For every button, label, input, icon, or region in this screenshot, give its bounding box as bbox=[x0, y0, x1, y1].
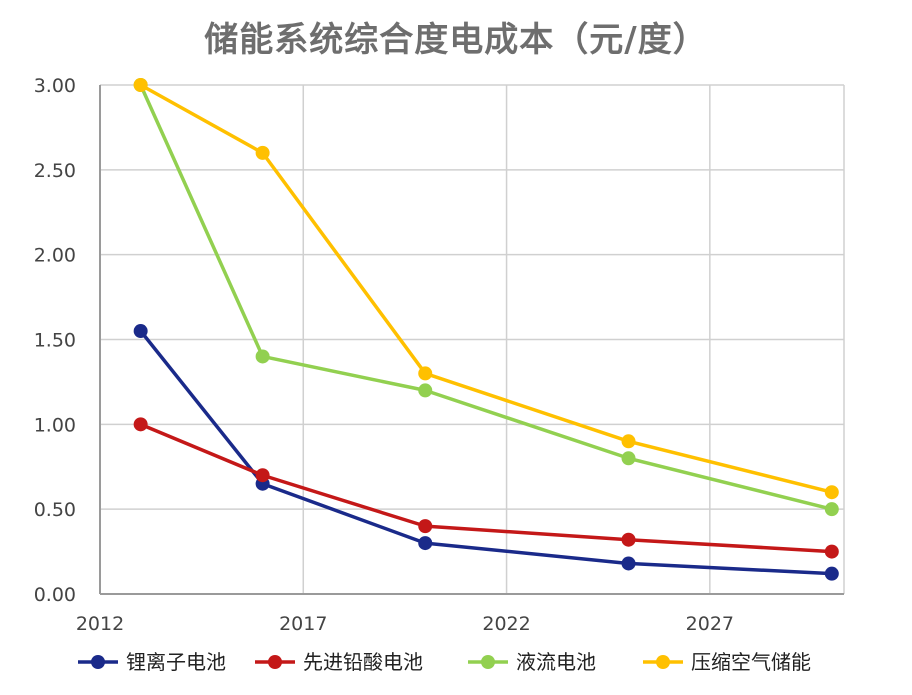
data-point bbox=[255, 349, 270, 364]
data-point bbox=[824, 502, 839, 517]
axes bbox=[99, 85, 844, 595]
legend-label: 压缩空气储能 bbox=[691, 650, 811, 674]
series-line bbox=[139, 329, 832, 576]
data-point bbox=[621, 434, 636, 449]
tick-labels: 0.00 0.50 1.00 1.50 2.00 2.50 3.00 2012 2017 2022… bbox=[34, 75, 734, 635]
chart-title: 储能系统综合度电成本（元/度） bbox=[204, 20, 708, 60]
legend-item: 液流电池 bbox=[468, 650, 596, 674]
y-tick-label: 2.00 bbox=[34, 245, 76, 267]
y-tick-label: 3.00 bbox=[34, 75, 76, 97]
y-tick-label: 0.00 bbox=[34, 584, 76, 606]
data-point bbox=[418, 383, 433, 398]
y-tick-label: 2.50 bbox=[34, 160, 76, 182]
legend-item: 锂离子电池 bbox=[78, 650, 226, 674]
x-tick-label: 2012 bbox=[76, 613, 124, 635]
grid-lines bbox=[100, 84, 845, 594]
data-point bbox=[418, 536, 433, 551]
data-point bbox=[824, 566, 839, 581]
y-tick-label: 1.50 bbox=[34, 330, 76, 352]
legend-marker-swatch bbox=[268, 655, 282, 669]
series-lines bbox=[133, 78, 839, 581]
series-2 bbox=[133, 417, 839, 559]
data-point bbox=[824, 485, 839, 500]
legend-marker-swatch bbox=[481, 655, 495, 669]
data-point bbox=[621, 451, 636, 466]
data-point bbox=[621, 556, 636, 571]
data-point bbox=[418, 366, 433, 381]
legend-label: 先进铅酸电池 bbox=[303, 650, 423, 674]
data-point bbox=[621, 532, 636, 547]
data-point bbox=[133, 417, 148, 432]
series-line bbox=[139, 84, 833, 511]
y-tick-label: 1.00 bbox=[34, 414, 76, 436]
legend-label: 液流电池 bbox=[516, 650, 596, 674]
x-tick-label: 2022 bbox=[482, 613, 530, 635]
series-line bbox=[139, 422, 832, 554]
data-point bbox=[133, 324, 148, 339]
data-point bbox=[824, 544, 839, 559]
series-1 bbox=[133, 324, 839, 581]
legend-item: 压缩空气储能 bbox=[643, 650, 811, 674]
series-line bbox=[139, 83, 833, 494]
x-tick-label: 2017 bbox=[279, 613, 327, 635]
legend-marker-swatch bbox=[656, 655, 670, 669]
data-point bbox=[255, 145, 270, 160]
x-tick-label: 2027 bbox=[686, 613, 734, 635]
y-tick-label: 0.50 bbox=[34, 499, 76, 521]
series-4 bbox=[133, 78, 839, 500]
series-3 bbox=[133, 78, 839, 517]
legend-marker-swatch bbox=[91, 655, 105, 669]
data-point bbox=[133, 78, 148, 92]
data-point bbox=[418, 519, 433, 534]
legend: 锂离子电池 先进铅酸电池 液流电池 压缩空气储能 bbox=[78, 650, 811, 674]
legend-label: 锂离子电池 bbox=[126, 650, 226, 674]
data-point bbox=[255, 468, 270, 483]
legend-item: 先进铅酸电池 bbox=[255, 650, 423, 674]
